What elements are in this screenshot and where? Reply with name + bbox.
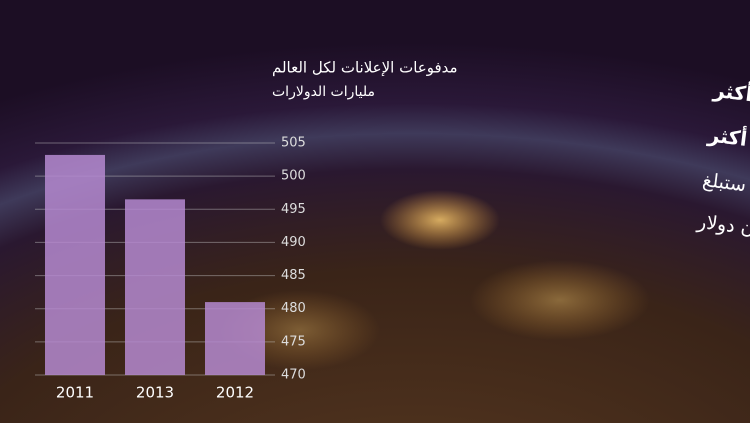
chart-title: مدفوعات الإعلانات لكل العالم [272,59,458,77]
city-glow [470,260,650,340]
bar [125,199,185,375]
x-tick-label: 2013 [136,384,174,402]
y-tick-label: 500 [281,169,306,184]
y-tick-label: 495 [281,202,306,217]
city-glow [380,190,500,250]
y-tick-label: 475 [281,334,306,349]
y-tick-label: 485 [281,268,306,283]
bar [205,302,265,375]
y-tick-label: 490 [281,235,306,250]
x-tick-label: 2011 [56,384,94,402]
bar [45,154,105,375]
x-tick-label: 2012 [216,384,254,402]
y-tick-label: 505 [281,136,306,151]
y-tick-label: 480 [281,301,306,316]
y-tick-label: 470 [281,368,306,383]
chart-subtitle: مليارات الدولارات [272,84,375,100]
